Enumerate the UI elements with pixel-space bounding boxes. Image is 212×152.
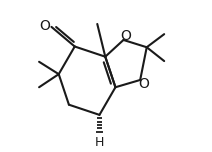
Text: O: O [39,19,50,33]
Text: O: O [121,29,131,43]
Text: O: O [138,77,149,91]
Text: H: H [95,136,105,149]
